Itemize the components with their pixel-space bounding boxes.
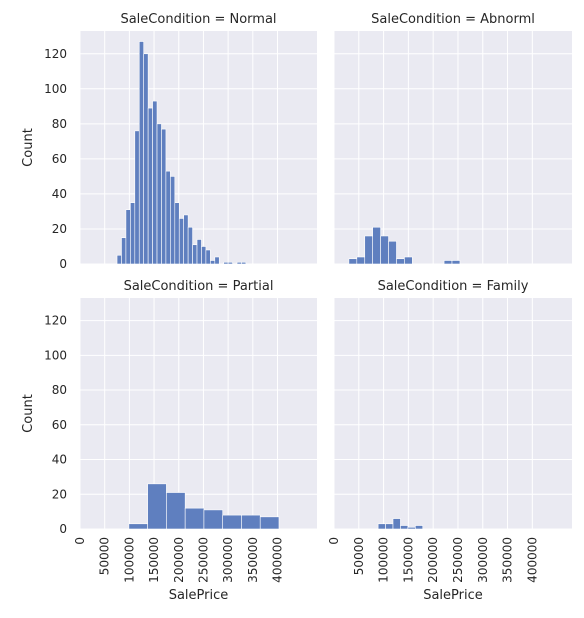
- y-tick-label: 80: [52, 383, 67, 397]
- histogram-bar: [203, 509, 223, 530]
- histogram-bar: [396, 258, 405, 265]
- y-tick-label: 60: [52, 418, 67, 432]
- x-tick-label: 150000: [147, 537, 161, 583]
- histogram-bar: [128, 523, 148, 530]
- histogram-bar: [161, 128, 167, 265]
- histogram-bar: [407, 526, 416, 530]
- histogram-bar: [116, 254, 122, 265]
- histogram-bar: [130, 202, 136, 265]
- histogram-bar: [392, 518, 401, 530]
- y-axis-label: Count: [21, 394, 36, 433]
- x-tick-label: 250000: [196, 537, 210, 583]
- histogram-bar: [364, 235, 373, 265]
- x-tick-label: 400000: [271, 537, 285, 583]
- x-tick-label: 300000: [221, 537, 235, 583]
- histogram-bar: [121, 237, 127, 265]
- histogram-bar: [166, 492, 186, 530]
- histogram-bar: [147, 107, 153, 265]
- y-tick-label: 0: [59, 522, 67, 536]
- y-tick-label: 20: [52, 222, 67, 236]
- histogram-bar: [192, 244, 198, 265]
- histogram-bar: [222, 514, 242, 530]
- histogram-bar: [170, 176, 176, 265]
- histogram-bar: [236, 261, 242, 265]
- x-tick-label: 150000: [401, 537, 415, 583]
- histogram-bar: [184, 507, 205, 530]
- histogram-bar: [183, 214, 189, 265]
- histogram-bar: [443, 260, 453, 265]
- x-tick-label: 50000: [352, 537, 366, 575]
- y-tick-label: 0: [59, 257, 67, 271]
- histogram-bar: [241, 514, 261, 530]
- y-tick-label: 80: [52, 117, 67, 131]
- histogram-bar: [377, 523, 386, 530]
- histogram-bar: [187, 226, 193, 265]
- y-tick-label: 60: [52, 152, 67, 166]
- histogram-bar: [205, 249, 211, 265]
- histogram-bar: [196, 239, 202, 265]
- histogram-bar: [223, 261, 229, 265]
- histogram-bar: [147, 483, 167, 530]
- x-tick-label: 0: [327, 537, 341, 545]
- x-tick-label: 100000: [122, 537, 136, 583]
- histogram-bar: [227, 261, 233, 265]
- histogram-bar: [210, 260, 216, 265]
- histogram-bar: [451, 260, 461, 265]
- y-tick-label: 20: [52, 487, 67, 501]
- histogram-bar: [152, 100, 158, 265]
- y-tick-label: 120: [44, 47, 67, 61]
- histogram-bar: [178, 218, 184, 265]
- panel-title: SaleCondition = Abnorml: [371, 12, 535, 27]
- y-tick-label: 120: [44, 314, 67, 328]
- histogram-bar: [138, 41, 144, 265]
- histogram-bar: [214, 256, 220, 265]
- x-tick-label: 400000: [525, 537, 539, 583]
- x-axis-label: SalePrice: [423, 588, 483, 603]
- histogram-bar: [356, 256, 366, 265]
- histogram-bar: [404, 256, 413, 265]
- histogram-bar: [156, 123, 162, 265]
- histogram-bar: [174, 202, 180, 265]
- histogram-bar: [380, 235, 389, 265]
- x-tick-label: 200000: [426, 537, 440, 583]
- histogram-bar: [348, 258, 358, 265]
- x-tick-label: 350000: [501, 537, 515, 583]
- histogram-bar: [372, 226, 381, 265]
- x-tick-label: 200000: [172, 537, 186, 583]
- panel-title: SaleCondition = Normal: [120, 12, 276, 27]
- y-tick-label: 100: [44, 348, 67, 362]
- histogram-bar: [165, 170, 171, 265]
- x-tick-label: 300000: [476, 537, 490, 583]
- y-tick-label: 100: [44, 82, 67, 96]
- histogram-bar: [125, 209, 131, 265]
- panel-title: SaleCondition = Partial: [124, 279, 274, 294]
- x-tick-label: 250000: [451, 537, 465, 583]
- x-axis-label: SalePrice: [169, 588, 229, 603]
- x-tick-label: 0: [73, 537, 87, 545]
- panel-title: SaleCondition = Family: [378, 279, 529, 294]
- y-axis-label: Count: [21, 128, 36, 167]
- y-tick-label: 40: [52, 187, 67, 201]
- x-tick-label: 100000: [377, 537, 391, 583]
- histogram-bar: [201, 246, 207, 265]
- x-tick-label: 350000: [246, 537, 260, 583]
- histogram-bar: [143, 53, 149, 265]
- histogram-bar: [400, 525, 409, 530]
- histogram-bar: [259, 516, 280, 530]
- histogram-bar: [134, 130, 140, 265]
- x-tick-label: 50000: [98, 537, 112, 575]
- histogram-bar: [385, 523, 394, 530]
- histogram-bar: [415, 525, 424, 530]
- histogram-bar: [241, 261, 247, 265]
- histogram-bar: [388, 240, 397, 265]
- y-tick-label: 40: [52, 453, 67, 467]
